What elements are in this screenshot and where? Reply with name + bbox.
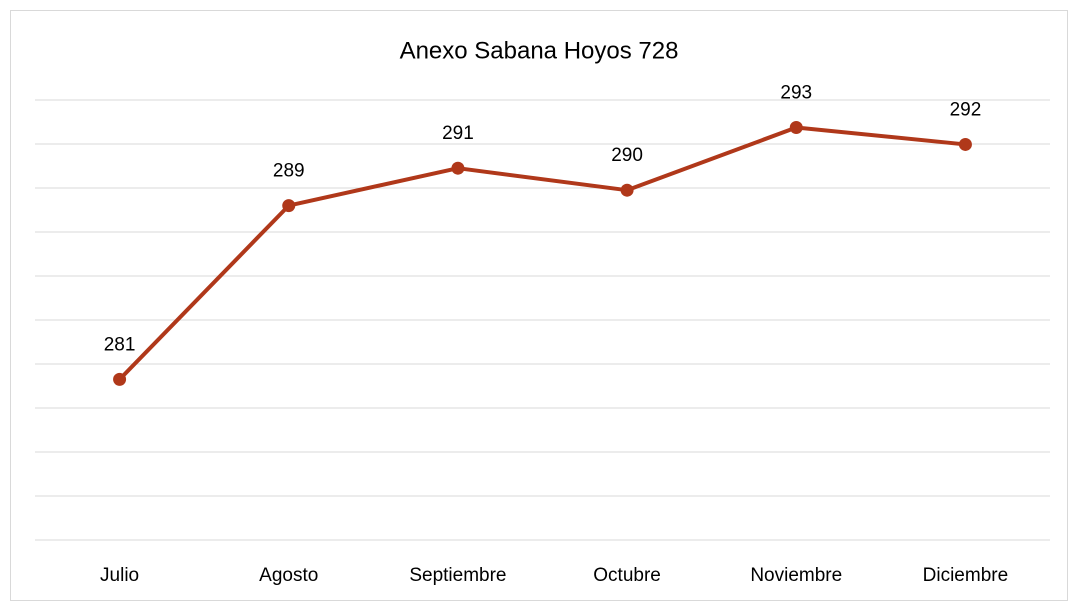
x-tick-label: Agosto — [259, 565, 318, 586]
data-label: 290 — [611, 145, 643, 166]
data-label: 292 — [950, 99, 982, 120]
x-tick-label: Noviembre — [750, 565, 842, 586]
data-label: 293 — [780, 83, 812, 104]
marker — [451, 161, 465, 175]
marker — [113, 372, 127, 386]
x-tick-label: Octubre — [593, 565, 661, 586]
line — [118, 125, 966, 381]
x-tick-label: Julio — [100, 565, 139, 586]
data-label: 289 — [273, 161, 305, 182]
x-tick-label: Septiembre — [409, 565, 506, 586]
chart-title: Anexo Sabana Hoyos 728 — [400, 37, 679, 64]
marker — [958, 137, 972, 151]
chart-border — [10, 10, 1068, 601]
data-label: 281 — [104, 334, 136, 355]
marker — [282, 199, 296, 213]
x-tick-label: Diciembre — [923, 565, 1009, 586]
marker — [620, 183, 634, 197]
data-label: 291 — [442, 123, 474, 144]
marker — [789, 121, 803, 134]
